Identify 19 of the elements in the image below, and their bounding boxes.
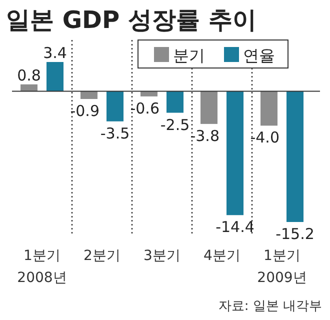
data-label: 0.8 [17,66,41,84]
chart-title: 일본 GDP 성장률 추이 [6,6,256,34]
data-label: -2.5 [160,116,190,134]
data-label: -15.2 [276,225,314,243]
data-label: -3.5 [100,124,130,142]
x-tick-label: 1분기 2009년 [257,248,307,286]
legend-label: 연율 [243,46,275,65]
x-tick-label: 1분기 2008년 [17,248,67,286]
data-label: -14.4 [216,218,254,236]
x-tick-label: 2분기 [84,248,120,264]
data-label: -0.6 [130,99,160,118]
data-label: -4.0 [250,128,280,147]
legend-label: 분기 [173,46,205,65]
data-label: 3.4 [43,44,67,62]
x-tick-label: 4분기 [204,248,240,264]
x-tick-label: 3분기 [144,248,180,264]
data-label: -3.8 [190,126,220,145]
data-label: -0.9 [70,102,100,120]
text: 자료: 일본 내각부 [218,299,322,314]
